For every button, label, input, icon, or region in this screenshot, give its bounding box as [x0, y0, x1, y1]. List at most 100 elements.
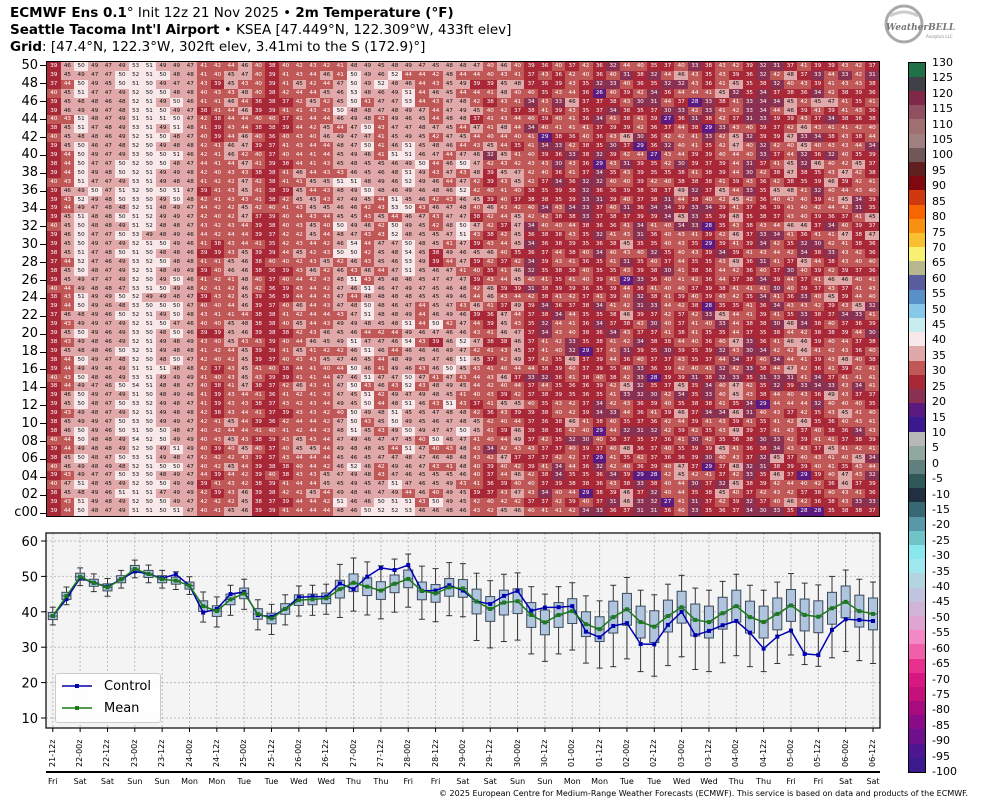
mean-point [406, 576, 411, 581]
heatmap-cell: 45 [483, 142, 498, 152]
heatmap-cell: 47 [101, 231, 116, 241]
heatmap-cell: 45 [60, 266, 75, 276]
heatmap-cell: 33 [756, 151, 770, 160]
heatmap-cell: 43 [838, 142, 852, 152]
heatmap-cell: 35 [810, 168, 825, 178]
heatmap-cell: 49 [115, 266, 129, 276]
heatmap-cell: 44 [769, 222, 784, 232]
heatmap-cell: 41 [483, 302, 498, 312]
heatmap-cell: 46 [183, 248, 198, 258]
heatmap-cell: 39 [701, 151, 716, 160]
heatmap-cell: 51 [401, 168, 416, 178]
heatmap-cell: 40 [551, 115, 566, 125]
heatmap-cell: 45 [415, 275, 429, 285]
heatmap-cell: 38 [551, 240, 566, 249]
heatmap-cell: 32 [647, 248, 661, 258]
heatmap-cell: 42 [674, 302, 689, 312]
control-point [611, 623, 616, 628]
heatmap-cell: 42 [715, 231, 729, 241]
heatmap-cell: 49 [401, 133, 416, 143]
heatmap-cell: 45 [401, 195, 416, 205]
heatmap-cell: 43 [224, 248, 238, 258]
heatmap-cell: 40 [824, 186, 839, 196]
heatmap-cell: 40 [538, 124, 552, 134]
heatmap-cell: 43 [469, 329, 484, 338]
heatmap-cell: 29 [701, 240, 716, 249]
heatmap-cell: 34 [838, 311, 852, 321]
heatmap-cell: 44 [469, 133, 484, 143]
heatmap-cell: 42 [224, 293, 238, 303]
time-label: 22-12z [102, 739, 112, 767]
y-tick-label: 10 [21, 712, 38, 727]
day-label: Thu [346, 777, 362, 786]
mean-point [337, 587, 342, 592]
heatmap-cell: 36 [578, 88, 593, 98]
time-label: 05-00z [785, 739, 795, 767]
heatmap-cell: 43 [483, 240, 498, 249]
heatmap-cell: 44 [319, 311, 334, 321]
heatmap-cell: 47 [169, 320, 184, 330]
heatmap-cell: 49 [115, 222, 129, 232]
heatmap-cell: 38 [701, 168, 716, 178]
heatmap-cell: 32 [524, 266, 539, 276]
heatmap-cell: 40 [197, 320, 211, 330]
heatmap-cell: 44 [469, 293, 484, 303]
heatmap-cell: 39 [197, 329, 211, 338]
heatmap-cell: 45 [824, 293, 839, 303]
heatmap-cell: 39 [715, 159, 729, 169]
heatmap-cell: 35 [592, 311, 607, 321]
heatmap-cell: 38 [551, 231, 566, 241]
heatmap-cell: 48 [456, 284, 470, 294]
heatmap-cell: 36 [633, 79, 648, 89]
heatmap-cell: 44 [551, 320, 566, 330]
heatmap-cell: 41 [210, 186, 225, 196]
heatmap-cell: 46 [60, 186, 75, 196]
mean-point [611, 615, 616, 620]
heatmap-cell: 41 [565, 168, 579, 178]
heatmap-cell: 46 [415, 195, 429, 205]
control-point [829, 627, 834, 632]
heatmap-cell: 44 [306, 142, 320, 152]
heatmap-cell: 45 [469, 248, 484, 258]
heatmap-cell: 39 [810, 195, 825, 205]
mean-point [269, 616, 274, 621]
heatmap-cell: 44 [319, 213, 334, 223]
heatmap-cell: 50 [169, 115, 184, 125]
heatmap-cell: 50 [142, 151, 157, 160]
heatmap-cell: 41 [374, 133, 388, 143]
heatmap-cell: 34 [592, 248, 607, 258]
heatmap-cell: 31 [688, 115, 702, 125]
heatmap-cell: 39 [47, 195, 61, 205]
heatmap-cell: 40 [824, 320, 839, 330]
heatmap-cell: 44 [306, 186, 320, 196]
heatmap-cell: 46 [497, 62, 511, 71]
heatmap-cell: 46 [237, 257, 252, 267]
mean-point [515, 599, 520, 604]
heatmap-cell: 42 [442, 320, 457, 330]
heatmap-cell: 46 [360, 151, 375, 160]
heatmap-cell: 47 [183, 159, 198, 169]
heatmap-cell: 41 [565, 257, 579, 267]
heatmap-cell: 45 [619, 240, 634, 249]
heatmap-cell: 44 [306, 284, 320, 294]
heatmap-cell: 52 [387, 231, 402, 241]
heatmap-cell: 34 [660, 204, 675, 214]
control-point [871, 619, 875, 624]
day-label: Sat [839, 777, 853, 786]
heatmap-cell: 38 [606, 311, 620, 321]
heatmap-cell: 45 [224, 79, 238, 89]
heatmap-cell: 39 [742, 62, 757, 71]
heatmap-cell: 41 [606, 302, 620, 312]
heatmap-cell: 45 [783, 159, 798, 169]
heatmap-cell: 43 [60, 177, 75, 187]
heatmap-cell: 33 [701, 97, 716, 107]
heatmap-cell: 40 [647, 257, 661, 267]
legend-label-control: Control [104, 678, 151, 694]
heatmap-cell: 45 [510, 231, 525, 241]
heatmap-cell: 51 [142, 106, 157, 116]
heatmap-cell: 49 [87, 311, 102, 321]
heatmap-cell: 44 [224, 133, 238, 143]
heatmap-cell: 45 [469, 106, 484, 116]
heatmap-cell: 33 [851, 311, 866, 321]
heatmap-cell: 42 [278, 231, 293, 241]
